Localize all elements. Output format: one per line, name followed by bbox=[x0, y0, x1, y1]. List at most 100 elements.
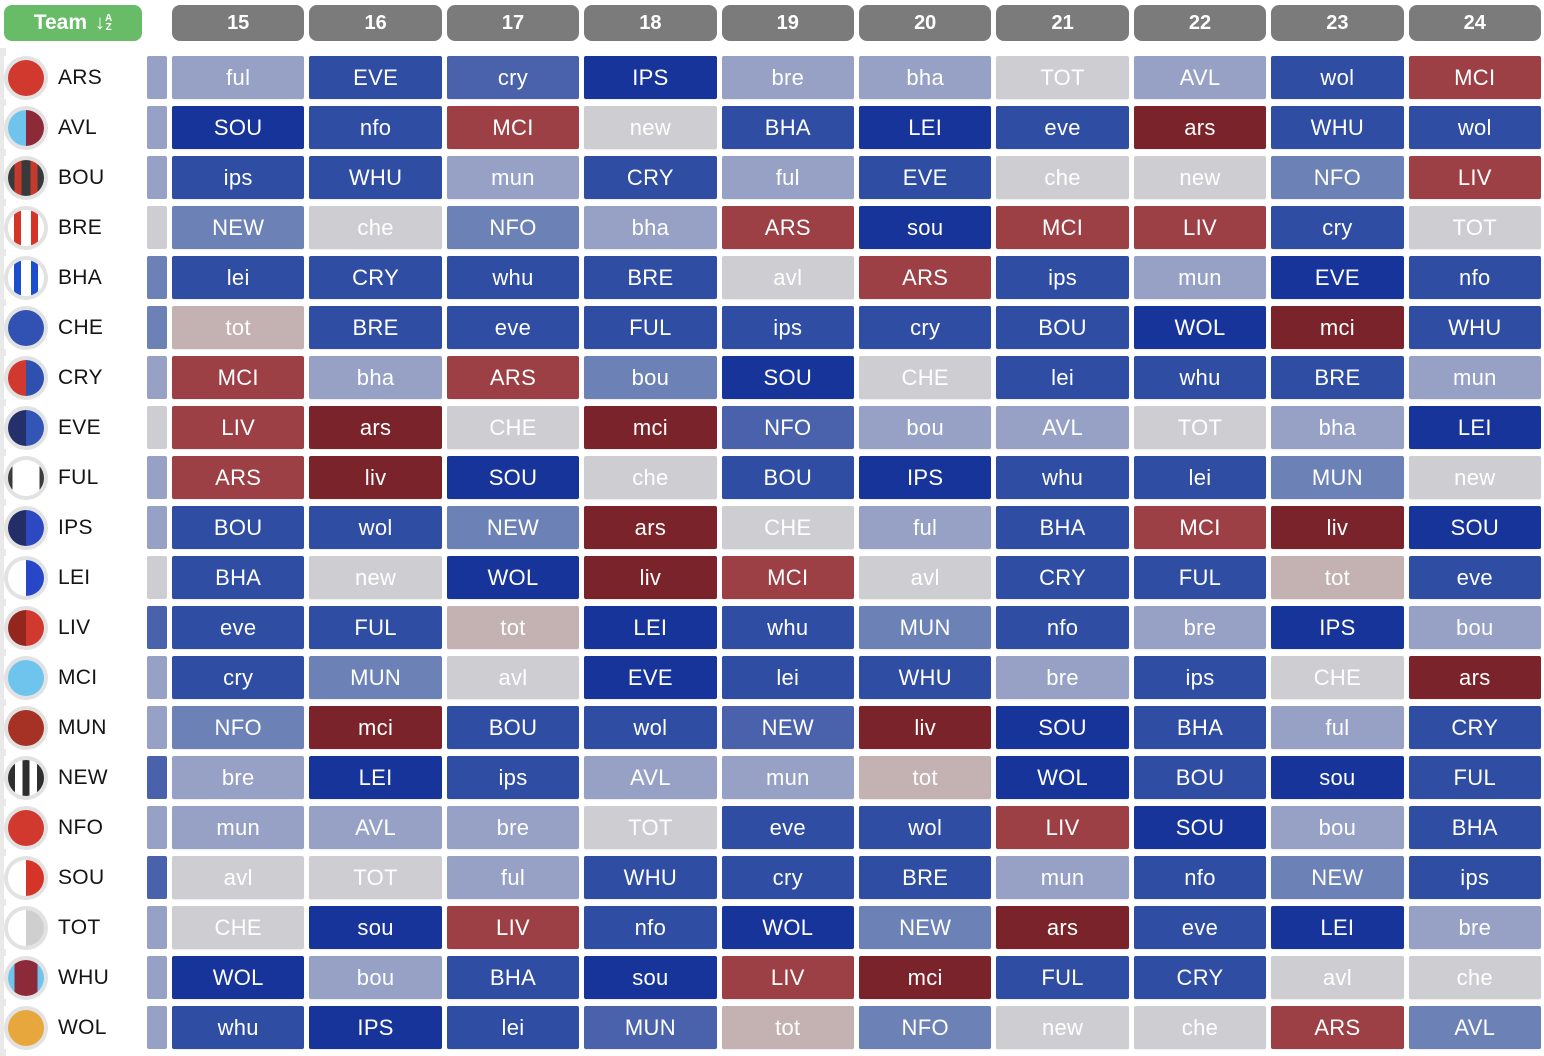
team-row-ars: ARS bbox=[4, 56, 142, 99]
fixture-liv-gw24: bou bbox=[1408, 606, 1541, 649]
gameweek-header-15[interactable]: 15 bbox=[172, 5, 305, 41]
fixture-sou-gw20: BRE bbox=[858, 856, 992, 899]
gameweek-header-23[interactable]: 23 bbox=[1271, 5, 1404, 41]
fixture-mci-gw23: CHE bbox=[1271, 656, 1404, 699]
fixture-avl-gw21: eve bbox=[996, 106, 1129, 149]
fixture-bou-gw23: NFO bbox=[1271, 156, 1404, 199]
gameweek-header-18[interactable]: 18 bbox=[584, 5, 717, 41]
mci-badge-icon bbox=[8, 659, 44, 696]
prev-gw-fixture-fragment-eve bbox=[147, 406, 167, 449]
fixture-avl-gw17: MCI bbox=[446, 106, 580, 149]
sort-arrow-icon: ↓ bbox=[95, 12, 106, 34]
sort-letter-a: A bbox=[105, 13, 113, 24]
fixture-bha-gw22: mun bbox=[1133, 256, 1267, 299]
fixture-che-gw22: WOL bbox=[1133, 306, 1267, 349]
team-row-lei: LEI bbox=[4, 556, 142, 599]
fixture-lei-gw20: avl bbox=[858, 556, 992, 599]
fixture-mun-gw16: mci bbox=[309, 706, 442, 749]
gameweek-header-21[interactable]: 21 bbox=[996, 5, 1129, 41]
gameweek-header-16[interactable]: 16 bbox=[309, 5, 442, 41]
team-abbr-bou: BOU bbox=[58, 165, 105, 189]
fixture-ful-gw22: lei bbox=[1133, 456, 1267, 499]
fixture-sou-gw17: ful bbox=[446, 856, 580, 899]
team-abbr-bre: BRE bbox=[58, 215, 103, 239]
fixture-ips-gw16: wol bbox=[309, 506, 442, 549]
fixture-bre-gw17: NFO bbox=[446, 206, 580, 249]
fixture-mci-gw15: cry bbox=[172, 656, 305, 699]
team-abbr-mun: MUN bbox=[58, 715, 107, 739]
fixture-tot-gw21: ars bbox=[996, 906, 1129, 949]
fixture-cry-gw15: MCI bbox=[172, 356, 305, 399]
team-row-bre: BRE bbox=[4, 206, 142, 249]
fixture-mci-gw24: ars bbox=[1408, 656, 1541, 699]
fixture-bha-gw18: BRE bbox=[584, 256, 717, 299]
fixture-whu-gw23: avl bbox=[1271, 956, 1404, 999]
fixture-tot-gw18: nfo bbox=[584, 906, 717, 949]
fixture-ful-gw16: liv bbox=[309, 456, 442, 499]
fixture-cry-gw20: CHE bbox=[858, 356, 992, 399]
fixture-ips-gw18: ars bbox=[584, 506, 717, 549]
team-abbr-tot: TOT bbox=[58, 915, 101, 939]
fixture-nfo-gw15: mun bbox=[172, 806, 305, 849]
prev-gw-fixture-fragment-avl bbox=[147, 106, 167, 149]
fixture-ips-gw19: CHE bbox=[721, 506, 854, 549]
fixture-whu-gw21: FUL bbox=[996, 956, 1129, 999]
liv-badge-icon bbox=[8, 609, 44, 646]
team-abbr-ips: IPS bbox=[58, 515, 93, 539]
fixture-mci-gw16: MUN bbox=[309, 656, 442, 699]
fixture-mun-gw15: NFO bbox=[172, 706, 305, 749]
team-abbr-ars: ARS bbox=[58, 65, 103, 89]
fixture-nfo-gw18: TOT bbox=[584, 806, 717, 849]
bre-badge-icon bbox=[8, 209, 44, 246]
fixture-new-gw22: BOU bbox=[1133, 756, 1267, 799]
fixture-cry-gw24: mun bbox=[1408, 356, 1541, 399]
fixture-lei-gw17: WOL bbox=[446, 556, 580, 599]
fixture-bre-gw22: LIV bbox=[1133, 206, 1267, 249]
fixture-ars-gw23: wol bbox=[1271, 56, 1404, 99]
team-sort-button[interactable]: Team ↓ A Z bbox=[4, 5, 142, 41]
fixture-che-gw18: FUL bbox=[584, 306, 717, 349]
prev-gw-fixture-fragment-ips bbox=[147, 506, 167, 549]
team-row-nfo: NFO bbox=[4, 806, 142, 849]
prev-gw-fixture-fragment-bha bbox=[147, 256, 167, 299]
fixture-ars-gw17: cry bbox=[446, 56, 580, 99]
fixture-eve-gw16: ars bbox=[309, 406, 442, 449]
gameweek-header-19[interactable]: 19 bbox=[721, 5, 854, 41]
fixture-sou-gw16: TOT bbox=[309, 856, 442, 899]
fixture-bre-gw24: TOT bbox=[1408, 206, 1541, 249]
fixture-cry-gw23: BRE bbox=[1271, 356, 1404, 399]
fixture-tot-gw17: LIV bbox=[446, 906, 580, 949]
gameweek-header-17[interactable]: 17 bbox=[446, 5, 580, 41]
fixture-avl-gw19: BHA bbox=[721, 106, 854, 149]
team-row-sou: SOU bbox=[4, 856, 142, 899]
prev-gw-fixture-fragment-liv bbox=[147, 606, 167, 649]
fixture-ars-gw15: ful bbox=[172, 56, 305, 99]
fixture-nfo-gw16: AVL bbox=[309, 806, 442, 849]
tot-badge-icon bbox=[8, 909, 44, 946]
prev-gw-fixture-fragment-ars bbox=[147, 56, 167, 99]
fixture-liv-gw17: tot bbox=[446, 606, 580, 649]
fixture-table: Team ↓ A Z 15 16 17 18 19 20 21 22 23 24 ARS ful EVE… bbox=[4, 5, 1541, 1049]
gameweek-header-24[interactable]: 24 bbox=[1408, 5, 1541, 41]
fixture-ars-gw20: bha bbox=[858, 56, 992, 99]
bha-badge-icon bbox=[8, 259, 44, 296]
gameweek-header-22[interactable]: 22 bbox=[1133, 5, 1267, 41]
gameweek-header-20[interactable]: 20 bbox=[858, 5, 992, 41]
fixture-wol-gw22: che bbox=[1133, 1006, 1267, 1049]
fixture-ars-gw21: TOT bbox=[996, 56, 1129, 99]
team-row-mci: MCI bbox=[4, 656, 142, 699]
whu-badge-icon bbox=[8, 959, 44, 996]
fixture-ful-gw20: IPS bbox=[858, 456, 992, 499]
fixture-eve-gw15: LIV bbox=[172, 406, 305, 449]
fixture-eve-gw22: TOT bbox=[1133, 406, 1267, 449]
fixture-tot-gw16: sou bbox=[309, 906, 442, 949]
fixture-ars-gw19: bre bbox=[721, 56, 854, 99]
fixture-new-gw16: LEI bbox=[309, 756, 442, 799]
fixture-wol-gw20: NFO bbox=[858, 1006, 992, 1049]
avl-badge-icon bbox=[8, 109, 44, 146]
team-row-mun: MUN bbox=[4, 706, 142, 749]
eve-badge-icon bbox=[8, 409, 44, 446]
team-abbr-liv: LIV bbox=[58, 615, 91, 639]
fixture-bha-gw15: lei bbox=[172, 256, 305, 299]
fixture-sou-gw19: cry bbox=[721, 856, 854, 899]
